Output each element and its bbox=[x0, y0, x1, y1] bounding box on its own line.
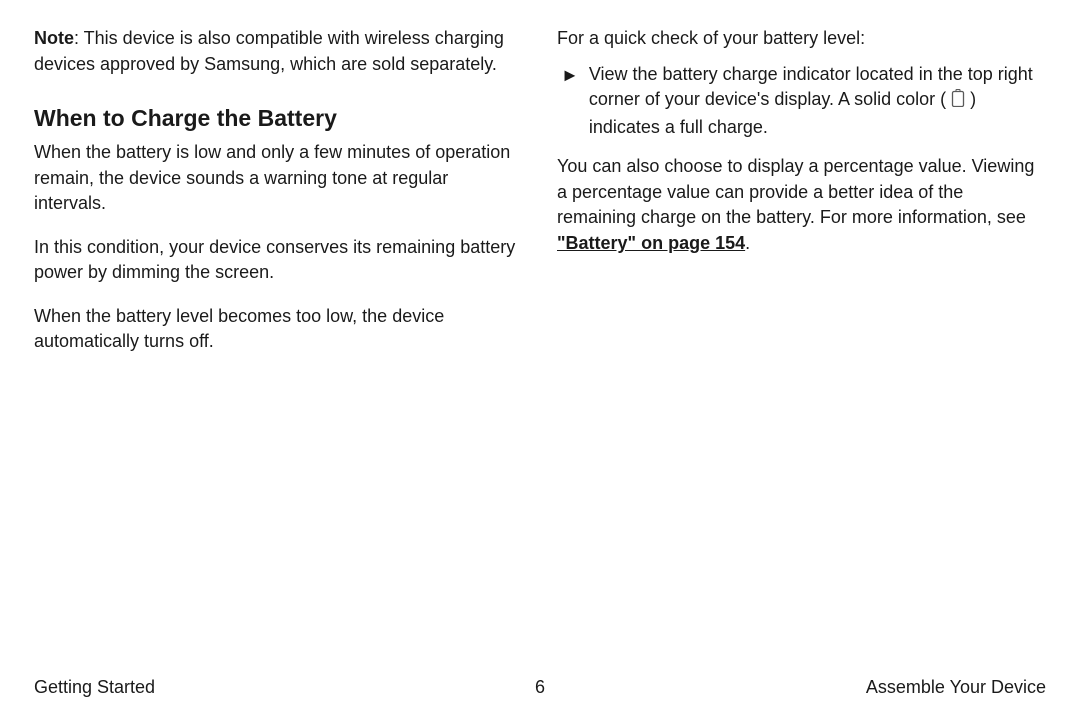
right-p2: You can also choose to display a percent… bbox=[557, 154, 1046, 256]
note-paragraph: Note: This device is also compatible wit… bbox=[34, 26, 523, 77]
bullet-text: View the battery charge indicator locate… bbox=[589, 62, 1046, 141]
left-p3: When the battery level becomes too low, … bbox=[34, 304, 523, 355]
section-heading: When to Charge the Battery bbox=[34, 105, 523, 132]
right-intro: For a quick check of your battery level: bbox=[557, 26, 1046, 52]
left-p2: In this condition, your device conserves… bbox=[34, 235, 523, 286]
right-column: For a quick check of your battery level:… bbox=[557, 26, 1046, 373]
two-column-layout: Note: This device is also compatible wit… bbox=[34, 26, 1046, 373]
bullet-pre: View the battery charge indicator locate… bbox=[589, 64, 1033, 110]
right-p2-pre: You can also choose to display a percent… bbox=[557, 156, 1034, 227]
triangle-bullet-icon: ► bbox=[561, 62, 579, 141]
left-p1: When the battery is low and only a few m… bbox=[34, 140, 523, 217]
right-p2-post: . bbox=[745, 233, 750, 253]
manual-page: Note: This device is also compatible wit… bbox=[0, 0, 1080, 720]
battery-crossref-link[interactable]: "Battery" on page 154 bbox=[557, 233, 745, 253]
page-number: 6 bbox=[535, 677, 545, 698]
note-label: Note bbox=[34, 28, 74, 48]
bullet-item: ► View the battery charge indicator loca… bbox=[557, 62, 1046, 141]
left-column: Note: This device is also compatible wit… bbox=[34, 26, 523, 373]
footer-right: Assemble Your Device bbox=[866, 677, 1046, 698]
page-footer: Getting Started 6 Assemble Your Device bbox=[34, 677, 1046, 698]
footer-left: Getting Started bbox=[34, 677, 155, 698]
note-text: : This device is also compatible with wi… bbox=[34, 28, 504, 74]
battery-icon bbox=[951, 89, 965, 115]
